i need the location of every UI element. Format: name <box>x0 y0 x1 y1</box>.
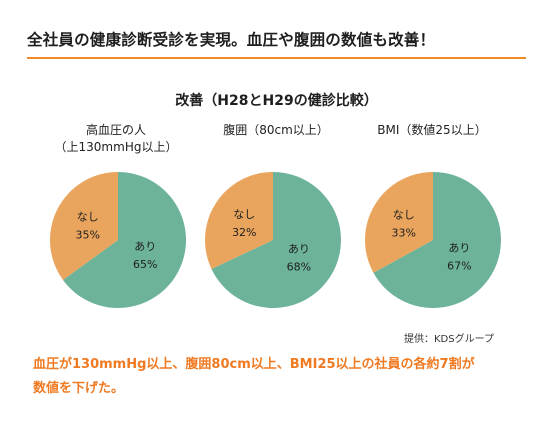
pie-1-label-line-2: （上130mmHg以上） <box>54 140 178 154</box>
pie-1-slice-value-nashi: 35% <box>75 229 99 242</box>
pie-3-slice-ari <box>373 172 501 308</box>
pie-1-slice-name-nashi: なし <box>77 211 99 224</box>
pie-3-label-line-1: BMI（数値25以上） <box>377 123 487 137</box>
pie-2-label: 腹囲（80cm以上） <box>196 122 356 139</box>
pie-3-label: BMI（数値25以上） <box>352 122 512 139</box>
pie-1-slice-name-ari: あり <box>134 240 156 253</box>
pie-chart-2: あり 68% なし 32% <box>205 172 341 308</box>
pie-3-slice-name-nashi: なし <box>393 209 415 222</box>
summary-line-2: 数値を下げた。 <box>33 381 125 396</box>
pie-2-slice-value-nashi: 32% <box>232 226 256 239</box>
headline: 全社員の健康診断受診を実現。血圧や腹囲の数値も改善！ <box>27 31 436 49</box>
pie-1-label: 高血圧の人 （上130mmHg以上） <box>36 122 196 156</box>
pie-chart-3: あり 67% なし 33% <box>365 172 501 308</box>
summary-line-1: 血圧が130mmHg以上、腹囲80cm以上、BMI25以上の社員の各約7割が <box>33 357 475 372</box>
pie-2-slice-ari <box>211 172 341 308</box>
pie-1-slice-value-ari: 65% <box>133 258 157 271</box>
pie-3-slice-value-ari: 67% <box>447 260 471 273</box>
summary-text: 血圧が130mmHg以上、腹囲80cm以上、BMI25以上の社員の各約7割が 数… <box>33 353 533 401</box>
pie-1-slice-nashi <box>50 172 118 280</box>
pie-3-slice-nashi <box>365 172 433 273</box>
chart-title: 改善（H28とH29の健診比較） <box>175 93 378 109</box>
pie-2-slice-name-ari: あり <box>288 242 310 255</box>
pie-2-slice-nashi <box>205 172 273 269</box>
pie-3-slice-name-ari: あり <box>448 242 470 255</box>
pie-3-slice-value-nashi: 33% <box>392 227 416 240</box>
pie-chart-1: あり 65% なし 35% <box>50 172 186 308</box>
pie-1-label-line-1: 高血圧の人 <box>85 123 146 137</box>
pie-1-slice-ari <box>62 172 186 308</box>
pie-2-slice-value-ari: 68% <box>287 260 311 273</box>
source-credit: 提供：KDSグループ <box>404 334 495 345</box>
headline-underline <box>27 57 526 59</box>
pie-2-slice-name-nashi: なし <box>233 208 255 221</box>
pie-2-label-line-1: 腹囲（80cm以上） <box>223 123 329 137</box>
